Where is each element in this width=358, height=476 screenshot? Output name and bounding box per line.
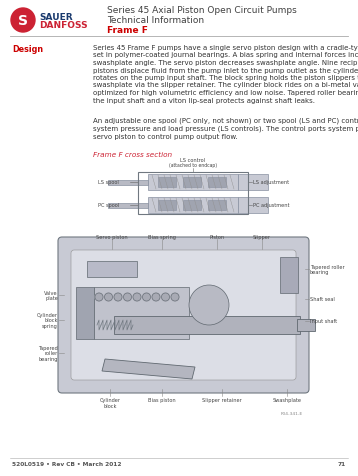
Text: SAUER: SAUER (39, 12, 73, 21)
FancyBboxPatch shape (71, 250, 296, 380)
Text: S: S (18, 14, 28, 28)
Text: Bias piston: Bias piston (148, 397, 176, 402)
Text: Frame F cross section: Frame F cross section (93, 152, 172, 158)
Text: Design: Design (12, 45, 43, 54)
Text: LS spool: LS spool (98, 180, 119, 185)
FancyBboxPatch shape (158, 178, 176, 188)
Text: Shaft seal: Shaft seal (310, 297, 335, 302)
Text: Slipper retainer: Slipper retainer (202, 397, 242, 402)
Text: Input shaft: Input shaft (310, 319, 337, 324)
Text: (attached to endcap): (attached to endcap) (169, 163, 217, 168)
Circle shape (114, 293, 122, 301)
FancyBboxPatch shape (148, 175, 238, 190)
Text: 520L0519 • Rev CB • March 2012: 520L0519 • Rev CB • March 2012 (12, 462, 121, 466)
Circle shape (161, 293, 169, 301)
FancyBboxPatch shape (108, 203, 148, 208)
FancyBboxPatch shape (238, 175, 268, 190)
Circle shape (95, 293, 103, 301)
Text: F04-341-E: F04-341-E (281, 411, 303, 415)
Circle shape (142, 293, 150, 301)
Circle shape (189, 286, 229, 325)
FancyBboxPatch shape (208, 200, 226, 210)
FancyBboxPatch shape (158, 200, 176, 210)
FancyBboxPatch shape (148, 198, 238, 214)
FancyBboxPatch shape (238, 198, 268, 214)
Text: LS adjustment: LS adjustment (253, 180, 289, 185)
Text: Series 45 Axial Piston Open Circuit Pumps: Series 45 Axial Piston Open Circuit Pump… (107, 6, 297, 15)
Text: Frame F: Frame F (107, 26, 148, 35)
Text: LS control: LS control (180, 158, 205, 163)
Text: Valve
plate: Valve plate (44, 290, 58, 301)
Circle shape (171, 293, 179, 301)
Wedge shape (15, 17, 31, 25)
Circle shape (133, 293, 141, 301)
Polygon shape (102, 359, 195, 379)
Text: Swashplate: Swashplate (272, 397, 301, 402)
Text: Tapered roller
bearing: Tapered roller bearing (310, 264, 345, 275)
Text: Cylinder
block: Cylinder block (100, 397, 121, 408)
Text: Cylinder
block
spring: Cylinder block spring (37, 312, 58, 328)
Circle shape (105, 293, 112, 301)
FancyBboxPatch shape (280, 258, 298, 293)
FancyBboxPatch shape (297, 319, 315, 331)
Text: PC adjustment: PC adjustment (253, 203, 290, 208)
Text: Piston: Piston (209, 235, 224, 239)
FancyBboxPatch shape (183, 200, 201, 210)
Text: Tapered
roller
bearing: Tapered roller bearing (38, 345, 58, 362)
Text: Technical Information: Technical Information (107, 16, 204, 25)
FancyBboxPatch shape (58, 238, 309, 393)
FancyBboxPatch shape (114, 317, 300, 334)
Text: Servo piston: Servo piston (96, 235, 128, 239)
FancyBboxPatch shape (183, 178, 201, 188)
FancyBboxPatch shape (94, 288, 189, 339)
Text: Bias spring: Bias spring (148, 235, 176, 239)
FancyBboxPatch shape (76, 288, 94, 339)
Text: Slipper: Slipper (253, 235, 271, 239)
Circle shape (124, 293, 131, 301)
Circle shape (152, 293, 160, 301)
FancyBboxPatch shape (87, 261, 137, 278)
Text: DANFOSS: DANFOSS (39, 21, 88, 30)
FancyBboxPatch shape (108, 180, 148, 185)
Circle shape (11, 9, 35, 33)
Text: An adjustable one spool (PC only, not shown) or two spool (LS and PC) control se: An adjustable one spool (PC only, not sh… (93, 118, 358, 140)
Text: 71: 71 (338, 462, 346, 466)
FancyBboxPatch shape (208, 178, 226, 188)
Text: Series 45 Frame F pumps have a single servo piston design with a cradle-type swa: Series 45 Frame F pumps have a single se… (93, 45, 358, 103)
Text: PC spool: PC spool (98, 203, 119, 208)
